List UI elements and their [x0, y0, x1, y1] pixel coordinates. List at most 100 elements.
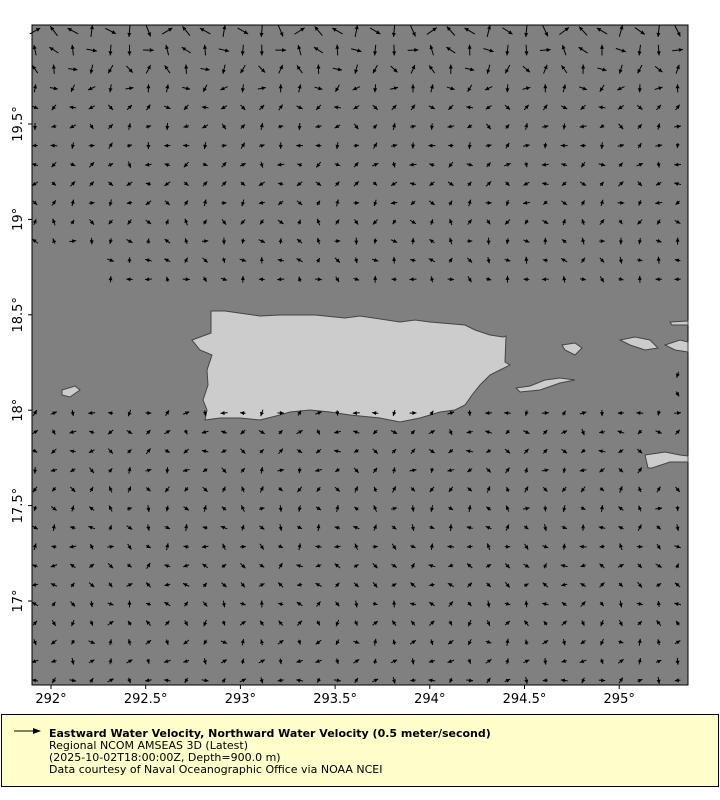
velocity-arrow: [599, 429, 605, 434]
velocity-arrow: [561, 525, 568, 530]
velocity-arrow: [221, 620, 226, 626]
velocity-arrow: [31, 181, 39, 187]
velocity-arrow: [410, 658, 415, 665]
velocity-arrow: [599, 505, 604, 512]
velocity-arrow: [145, 64, 151, 74]
velocity-arrow: [523, 104, 530, 111]
velocity-arrow: [335, 505, 340, 512]
velocity-arrow: [296, 564, 303, 568]
velocity-arrow: [315, 582, 322, 587]
velocity-arrow: [372, 411, 379, 416]
velocity-arrow: [203, 639, 208, 645]
velocity-arrow: [675, 200, 680, 206]
velocity-arrow: [638, 505, 642, 512]
velocity-arrow: [598, 105, 606, 110]
velocity-arrow: [164, 429, 171, 435]
velocity-arrow: [353, 180, 360, 187]
velocity-arrow: [201, 430, 209, 434]
velocity-arrow: [203, 619, 208, 627]
velocity-arrow: [485, 639, 492, 644]
velocity-arrow: [373, 638, 378, 646]
velocity-arrow: [504, 448, 511, 454]
velocity-arrow: [127, 466, 132, 474]
velocity-arrow: [410, 524, 415, 532]
velocity-arrow: [430, 123, 434, 130]
velocity-arrow: [392, 600, 397, 608]
velocity-arrow: [429, 44, 434, 56]
velocity-arrow: [637, 64, 643, 74]
velocity-arrow: [392, 256, 397, 264]
velocity-arrow: [504, 64, 511, 74]
velocity-arrow: [51, 487, 57, 492]
velocity-arrow: [183, 448, 190, 454]
velocity-arrow: [523, 583, 529, 588]
velocity-arrow: [353, 123, 359, 130]
velocity-arrow: [637, 257, 643, 262]
velocity-arrow: [599, 658, 604, 665]
velocity-arrow: [542, 448, 548, 454]
velocity-arrow: [559, 26, 570, 36]
velocity-arrow: [32, 143, 38, 148]
velocity-arrow: [410, 64, 416, 74]
velocity-arrow: [88, 161, 95, 168]
velocity-arrow: [562, 504, 567, 513]
velocity-arrow: [297, 44, 302, 56]
velocity-arrow: [240, 124, 246, 129]
velocity-arrow: [656, 582, 662, 588]
velocity-arrow: [334, 486, 341, 492]
velocity-arrow: [505, 275, 510, 283]
velocity-arrow: [581, 237, 586, 245]
x-tick-label: 292°: [35, 692, 66, 707]
velocity-arrow: [618, 525, 624, 530]
velocity-arrow: [240, 64, 246, 74]
velocity-arrow: [371, 162, 379, 167]
velocity-arrow: [391, 161, 396, 168]
velocity-arrow: [373, 142, 378, 149]
velocity-arrow: [220, 105, 228, 110]
velocity-arrow: [334, 257, 341, 263]
velocity-arrow: [578, 46, 588, 54]
velocity-arrow: [297, 163, 303, 168]
velocity-arrow: [656, 486, 661, 493]
velocity-arrow: [88, 659, 95, 664]
velocity-arrow: [505, 124, 510, 129]
velocity-arrow: [182, 411, 190, 416]
velocity-arrow: [296, 429, 303, 435]
velocity-arrow: [218, 48, 230, 53]
velocity-arrow: [69, 678, 77, 683]
velocity-arrow: [88, 506, 95, 511]
velocity-arrow: [410, 258, 416, 263]
velocity-arrow: [618, 600, 623, 608]
velocity-arrow: [278, 142, 283, 149]
x-axis: 292° 292.5° 293° 293.5° 294° 294.5° 295°: [35, 685, 635, 707]
velocity-arrow: [221, 123, 227, 130]
velocity-arrow: [561, 239, 567, 244]
velocity-arrow: [504, 601, 511, 606]
velocity-arrow: [598, 162, 606, 167]
velocity-arrow: [353, 506, 359, 511]
velocity-arrow: [410, 678, 416, 683]
velocity-arrow: [296, 620, 303, 626]
velocity-arrow: [561, 448, 568, 454]
velocity-arrow: [655, 506, 663, 511]
velocity-arrow: [146, 658, 151, 664]
velocity-arrow: [447, 659, 455, 663]
velocity-arrow: [599, 487, 605, 492]
velocity-arrow: [390, 181, 398, 187]
velocity-arrow: [522, 200, 530, 205]
velocity-arrow: [637, 467, 643, 474]
velocity-arrow: [353, 143, 360, 148]
velocity-arrow: [258, 65, 266, 73]
velocity-arrow: [221, 143, 227, 148]
velocity-arrow: [674, 678, 681, 683]
velocity-arrow: [258, 200, 265, 205]
velocity-arrow: [485, 525, 492, 530]
velocity-arrow: [448, 64, 453, 74]
velocity-arrow: [598, 678, 606, 683]
velocity-arrow: [618, 582, 624, 588]
velocity-arrow: [201, 449, 209, 454]
velocity-arrow: [446, 86, 455, 91]
velocity-arrow: [656, 543, 661, 550]
velocity-arrow: [466, 257, 473, 263]
velocity-arrow: [332, 67, 343, 72]
